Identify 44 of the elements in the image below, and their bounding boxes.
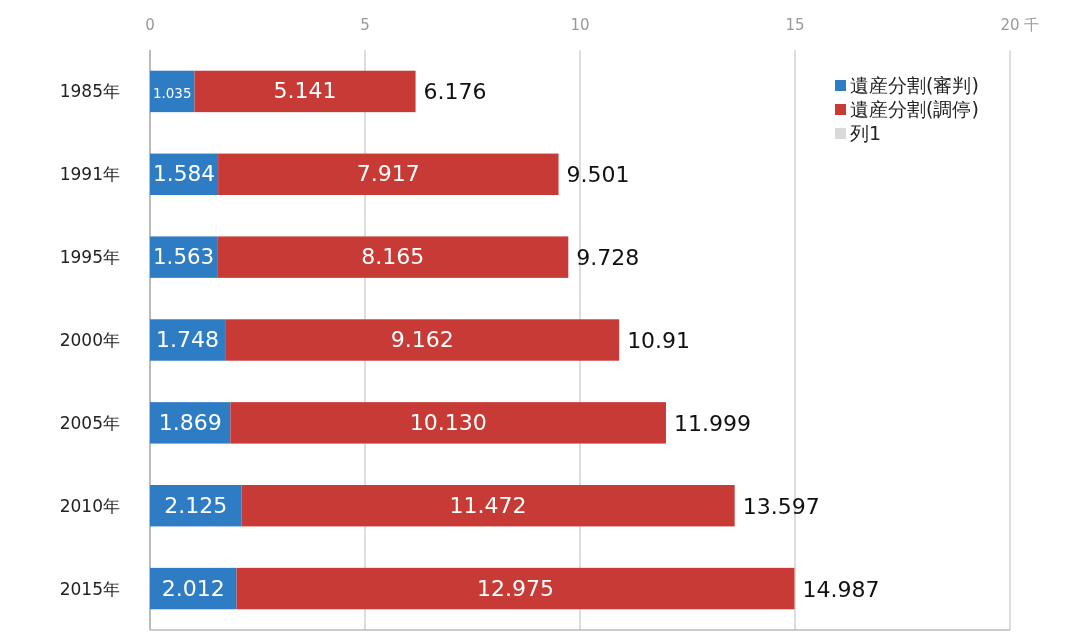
data-label: 2.012 xyxy=(161,575,225,601)
y-tick-label: 2015年 xyxy=(59,578,120,599)
total-label: 13.597 xyxy=(742,493,820,519)
data-label: 8.165 xyxy=(361,244,425,270)
x-tick-label: 10 xyxy=(570,16,590,34)
data-label: 1.584 xyxy=(153,161,216,187)
data-label: 2.125 xyxy=(164,492,228,518)
bar xyxy=(230,402,666,444)
x-tick-label: 0 xyxy=(145,16,155,34)
data-label: 1.748 xyxy=(156,327,220,352)
bar xyxy=(241,485,735,527)
x-tick-label: 5 xyxy=(360,16,370,34)
y-tick-label: 1995年 xyxy=(59,247,120,268)
total-label: 9.728 xyxy=(576,245,640,271)
data-label: 5.141 xyxy=(273,78,337,104)
y-tick-label: 1985年 xyxy=(59,81,120,102)
total-label: 6.176 xyxy=(423,79,487,105)
y-tick-label: 2010年 xyxy=(59,495,120,516)
data-label: 11.472 xyxy=(449,492,527,518)
bar xyxy=(225,319,620,361)
bar xyxy=(218,153,559,195)
legend-label: 列1 xyxy=(850,122,882,144)
bar xyxy=(217,236,569,278)
data-label: 1.563 xyxy=(153,244,215,270)
legend-label: 遺産分割(審判) xyxy=(850,74,979,96)
y-tick-label: 1991年 xyxy=(59,164,120,185)
data-label: 7.917 xyxy=(356,161,420,187)
data-label: 1.035 xyxy=(153,86,192,102)
y-tick-label: 2005年 xyxy=(59,412,120,433)
data-label: 12.975 xyxy=(476,575,554,601)
data-label: 9.162 xyxy=(390,327,454,352)
legend-label: 遺産分割(調停) xyxy=(850,98,979,120)
x-tick-label: 15 xyxy=(785,16,805,34)
y-tick-label: 2000年 xyxy=(59,330,120,350)
x-axis-title: 千 xyxy=(1024,16,1039,34)
total-label: 9.501 xyxy=(566,162,630,188)
data-label: 1.869 xyxy=(158,409,222,435)
x-tick-label: 20 xyxy=(1000,16,1020,34)
data-label: 10.130 xyxy=(409,409,487,435)
bar xyxy=(194,70,416,113)
total-label: 14.987 xyxy=(802,576,880,602)
total-label: 10.91 xyxy=(627,328,691,353)
total-label: 11.999 xyxy=(673,410,751,436)
bar xyxy=(236,567,795,610)
